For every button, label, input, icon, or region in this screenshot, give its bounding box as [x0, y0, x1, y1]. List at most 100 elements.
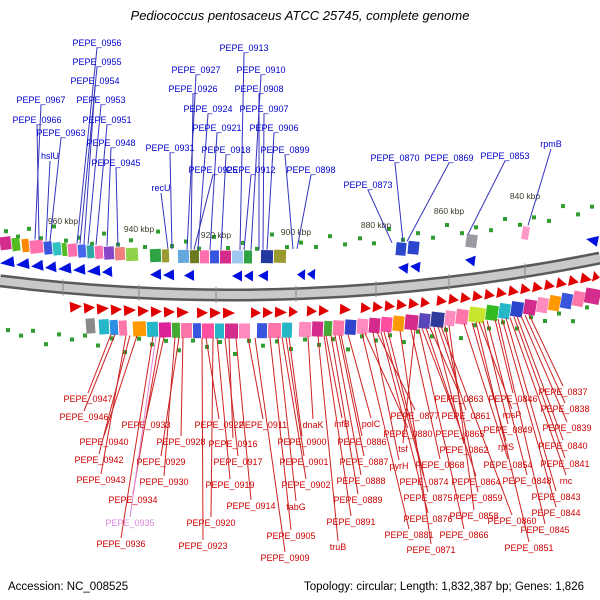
- gene-label[interactable]: PEPE_0877: [390, 411, 439, 421]
- gene-arrow-reverse[interactable]: [123, 304, 137, 317]
- gene-arrow-reverse[interactable]: [484, 288, 495, 301]
- gene-arrow-reverse[interactable]: [372, 301, 384, 313]
- gene-label[interactable]: PEPE_0947: [63, 394, 112, 404]
- gene-label[interactable]: PEPE_0931: [145, 143, 194, 153]
- gene-label[interactable]: PEPE_0926: [168, 84, 217, 94]
- gene-label[interactable]: PEPE_0951: [82, 115, 131, 125]
- gene-label[interactable]: PEPE_0869: [424, 153, 473, 163]
- gene-arrow-reverse[interactable]: [83, 302, 96, 314]
- gene-arrow-reverse[interactable]: [150, 306, 162, 318]
- gene-label[interactable]: PEPE_0891: [326, 517, 375, 527]
- gene-label[interactable]: PEPE_0875: [403, 493, 452, 503]
- gene-arrow-reverse[interactable]: [384, 300, 396, 312]
- gene-label[interactable]: PEPE_0901: [279, 457, 328, 467]
- gene-label[interactable]: PEPE_0862: [439, 445, 488, 455]
- gene-label[interactable]: rpsP: [503, 410, 522, 420]
- gene-label[interactable]: rnc: [560, 476, 573, 486]
- gene-label[interactable]: PEPE_0934: [108, 495, 157, 505]
- gene-arrow-reverse[interactable]: [520, 283, 532, 295]
- gene-label[interactable]: PEPE_0888: [336, 476, 385, 486]
- gene-label[interactable]: PEPE_0907: [239, 104, 288, 114]
- gene-label[interactable]: PEPE_0922: [194, 420, 243, 430]
- gene-label[interactable]: PEPE_0912: [226, 165, 275, 175]
- gene-arrow-reverse[interactable]: [69, 301, 83, 313]
- gene-arrow-reverse[interactable]: [532, 281, 544, 293]
- gene-arrow-forward[interactable]: [258, 270, 269, 282]
- gene-arrow-reverse[interactable]: [163, 306, 175, 318]
- gene-label[interactable]: PEPE_0917: [213, 457, 262, 467]
- gene-label[interactable]: PEPE_0967: [16, 95, 65, 105]
- gene-label[interactable]: tsf: [398, 444, 408, 454]
- gene-label[interactable]: PEPE_0841: [540, 459, 589, 469]
- gene-arrow-reverse[interactable]: [274, 306, 287, 318]
- gene-label[interactable]: PEPE_0845: [520, 525, 569, 535]
- gene-label[interactable]: PEPE_0921: [192, 123, 241, 133]
- gene-arrow-forward[interactable]: [398, 262, 409, 274]
- gene-arrow-forward[interactable]: [409, 261, 421, 273]
- gene-label[interactable]: recU: [151, 183, 170, 193]
- gene-label[interactable]: PEPE_0923: [178, 541, 227, 551]
- gene-label[interactable]: PEPE_0864: [451, 477, 500, 487]
- gene-label[interactable]: PEPE_0936: [96, 539, 145, 549]
- gene-label[interactable]: PEPE_0866: [439, 530, 488, 540]
- gene-arrow-forward[interactable]: [102, 266, 113, 278]
- gene-arrow-reverse[interactable]: [544, 279, 556, 292]
- gene-arrow-reverse[interactable]: [96, 303, 110, 315]
- gene-label[interactable]: PEPE_0899: [260, 145, 309, 155]
- gene-label[interactable]: pyrH: [389, 461, 408, 471]
- gene-label[interactable]: PEPE_0928: [156, 437, 205, 447]
- gene-arrow-forward[interactable]: [163, 269, 175, 281]
- gene-label[interactable]: PEPE_0927: [171, 65, 220, 75]
- gene-label[interactable]: PEPE_0910: [236, 65, 285, 75]
- gene-label[interactable]: PEPE_0900: [277, 437, 326, 447]
- gene-arrow-forward[interactable]: [0, 256, 15, 269]
- gene-label[interactable]: PEPE_0906: [249, 123, 298, 133]
- gene-arrow-reverse[interactable]: [209, 307, 221, 319]
- gene-label[interactable]: PEPE_0916: [208, 439, 257, 449]
- gene-arrow-reverse[interactable]: [436, 295, 447, 307]
- gene-label[interactable]: PEPE_0918: [201, 145, 250, 155]
- gene-label[interactable]: PEPE_0843: [531, 492, 580, 502]
- gene-arrow-reverse[interactable]: [360, 302, 372, 314]
- gene-label[interactable]: infB: [334, 419, 350, 429]
- gene-label[interactable]: PEPE_0942: [74, 455, 123, 465]
- gene-arrow-reverse[interactable]: [496, 287, 507, 299]
- gene-label[interactable]: PEPE_0870: [370, 153, 419, 163]
- gene-label[interactable]: PEPE_0898: [286, 165, 335, 175]
- gene-label[interactable]: PEPE_0930: [139, 477, 188, 487]
- gene-label[interactable]: PEPE_0846: [488, 394, 537, 404]
- gene-label[interactable]: PEPE_0909: [260, 553, 309, 563]
- gene-arrow-reverse[interactable]: [460, 292, 471, 304]
- gene-label[interactable]: PEPE_0945: [91, 158, 140, 168]
- gene-arrow-reverse[interactable]: [110, 304, 123, 316]
- gene-arrow-forward[interactable]: [232, 270, 243, 282]
- gene-arrow-forward[interactable]: [464, 254, 476, 267]
- gene-label[interactable]: PEPE_0963: [36, 128, 85, 138]
- gene-arrow-forward[interactable]: [184, 269, 195, 281]
- gene-arrow-reverse[interactable]: [556, 277, 568, 290]
- gene-label[interactable]: PEPE_0851: [504, 543, 553, 553]
- gene-label[interactable]: PEPE_0902: [281, 480, 330, 490]
- gene-label[interactable]: PEPE_0919: [205, 480, 254, 490]
- gene-label[interactable]: PEPE_0914: [226, 501, 275, 511]
- gene-arrow-reverse[interactable]: [250, 307, 261, 319]
- gene-arrow-reverse[interactable]: [591, 271, 600, 283]
- gene-label[interactable]: PEPE_0933: [121, 420, 170, 430]
- gene-label[interactable]: PEPE_0874: [399, 477, 448, 487]
- gene-label[interactable]: dnaK: [302, 420, 323, 430]
- gene-arrow-reverse[interactable]: [137, 305, 149, 317]
- gene-label[interactable]: PEPE_0924: [183, 104, 232, 114]
- gene-label[interactable]: PEPE_0839: [542, 423, 591, 433]
- gene-arrow-reverse[interactable]: [288, 306, 298, 318]
- gene-label[interactable]: PEPE_0854: [483, 460, 532, 470]
- gene-arrow-reverse[interactable]: [420, 296, 430, 309]
- gene-arrow-reverse[interactable]: [472, 290, 483, 302]
- gene-arrow-forward[interactable]: [307, 268, 316, 280]
- gene-label[interactable]: PEPE_0954: [70, 76, 119, 86]
- gene-label[interactable]: PEPE_0863: [434, 394, 483, 404]
- gene-arrow-forward[interactable]: [585, 234, 599, 247]
- gene-label[interactable]: PEPE_0935: [105, 518, 154, 528]
- gene-label[interactable]: PEPE_0849: [483, 425, 532, 435]
- gene-arrow-reverse[interactable]: [318, 304, 330, 316]
- gene-label[interactable]: PEPE_0886: [337, 437, 386, 447]
